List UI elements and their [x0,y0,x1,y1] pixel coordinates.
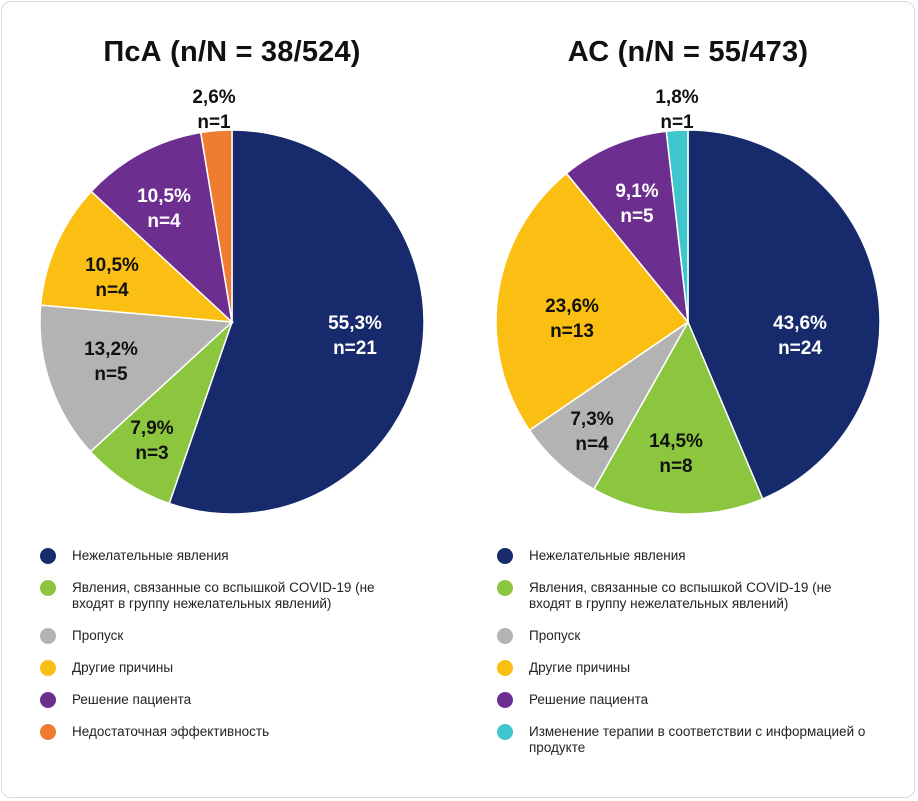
psa-slice-1 [89,321,233,505]
as-legend-label-0: Нежелательные явления [529,548,686,563]
as-legend-swatch-0 [497,548,513,564]
as-legend-label-4: Решение пациента [529,692,649,707]
psa-legend-label-5: Недостаточная эффективность [72,724,270,739]
psa-slice-5-percent-label: 2,6% [192,87,235,108]
psa-legend-swatch-1 [40,580,56,596]
as-legend-item-2: Пропуск [497,628,877,644]
as-legend-item-1: Явления, связанные со вспышкой COVID-19 … [497,580,877,612]
as-slice-3 [495,172,690,432]
as-legend-item-3: Другие причины [497,660,877,676]
psa-slice-3-count-label: n=4 [95,280,129,301]
chart-title-as: АС (n/N = 55/473) [567,36,809,68]
as-slice-5 [665,129,689,323]
as-slice-1 [592,320,764,515]
as-slice-3-percent-label: 23,6% [545,296,599,317]
psa-slice-4 [90,131,234,325]
as-slice-1-count-label: n=8 [659,456,692,477]
as-legend-swatch-5 [497,724,513,740]
as-legend-label-2: Пропуск [529,628,581,643]
psa-legend-swatch-4 [40,692,56,708]
as-legend-swatch-3 [497,660,513,676]
psa-legend-swatch-3 [40,660,56,676]
psa-slice-0-count-label: n=21 [333,338,377,359]
psa-legend-label-4: Решение пациента [72,692,192,707]
as-slice-2-percent-label: 7,3% [570,409,613,430]
as-legend-swatch-1 [497,580,513,596]
psa-legend-item-1: Явления, связанные со вспышкой COVID-19 … [40,580,420,612]
psa-legend-label-3: Другие причины [72,660,174,675]
as-slice-2-count-label: n=4 [575,434,609,455]
as-legend-swatch-4 [497,692,513,708]
as-slice-5-count-label: n=1 [660,112,694,133]
psa-slice-0 [168,129,425,515]
as-slice-3-count-label: n=13 [550,321,594,342]
psa-legend-label-0: Нежелательные явления [72,548,229,563]
psa-slice-3-percent-label: 10,5% [85,255,139,276]
as-legend-swatch-2 [497,628,513,644]
psa-legend-item-5: Недостаточная эффективность [40,724,420,740]
psa-legend-item-3: Другие причины [40,660,420,676]
as-slice-5-percent-label: 1,8% [655,87,698,108]
legend-psa: Нежелательные явления Явления, связанные … [40,548,420,756]
psa-legend-item-2: Пропуск [40,628,420,644]
legend-as: Нежелательные явления Явления, связанные … [497,548,877,772]
as-slice-0 [687,129,881,500]
as-slice-4-percent-label: 9,1% [615,181,658,202]
psa-slice-1-count-label: n=3 [135,443,168,464]
psa-slice-4-percent-label: 10,5% [137,186,191,207]
as-slice-0-count-label: n=24 [778,338,822,359]
psa-slice-0-percent-label: 55,3% [328,313,382,334]
psa-legend-label-1: Явления, связанные со вспышкой COVID-19 … [72,580,375,611]
psa-legend-item-4: Решение пациента [40,692,420,708]
as-legend-label-3: Другие причины [529,660,631,675]
psa-slice-5 [199,129,233,323]
psa-legend-swatch-5 [40,724,56,740]
psa-slice-2-count-label: n=5 [94,364,128,385]
psa-legend-item-0: Нежелательные явления [40,548,420,564]
psa-slice-5-count-label: n=1 [197,112,231,133]
as-slice-4-count-label: n=5 [620,206,654,227]
as-slice-0-percent-label: 43,6% [773,313,827,334]
psa-legend-swatch-0 [40,548,56,564]
psa-slice-2-percent-label: 13,2% [84,339,138,360]
as-slice-1-percent-label: 14,5% [649,431,703,452]
psa-slice-4-count-label: n=4 [147,211,181,232]
psa-legend-label-2: Пропуск [72,628,124,643]
psa-slice-2 [39,304,234,453]
chart-title-psa: ПсА (n/N = 38/524) [103,36,361,68]
psa-legend-swatch-2 [40,628,56,644]
as-legend-label-5: Изменение терапии в соответствии с инфор… [529,724,866,755]
as-slice-4 [565,130,690,325]
psa-slice-3 [39,190,235,323]
as-legend-item-4: Решение пациента [497,692,877,708]
as-legend-label-1: Явления, связанные со вспышкой COVID-19 … [529,580,832,611]
as-legend-item-0: Нежелательные явления [497,548,877,564]
psa-slice-1-percent-label: 7,9% [130,418,173,439]
as-legend-item-5: Изменение терапии в соответствии с инфор… [497,724,877,756]
